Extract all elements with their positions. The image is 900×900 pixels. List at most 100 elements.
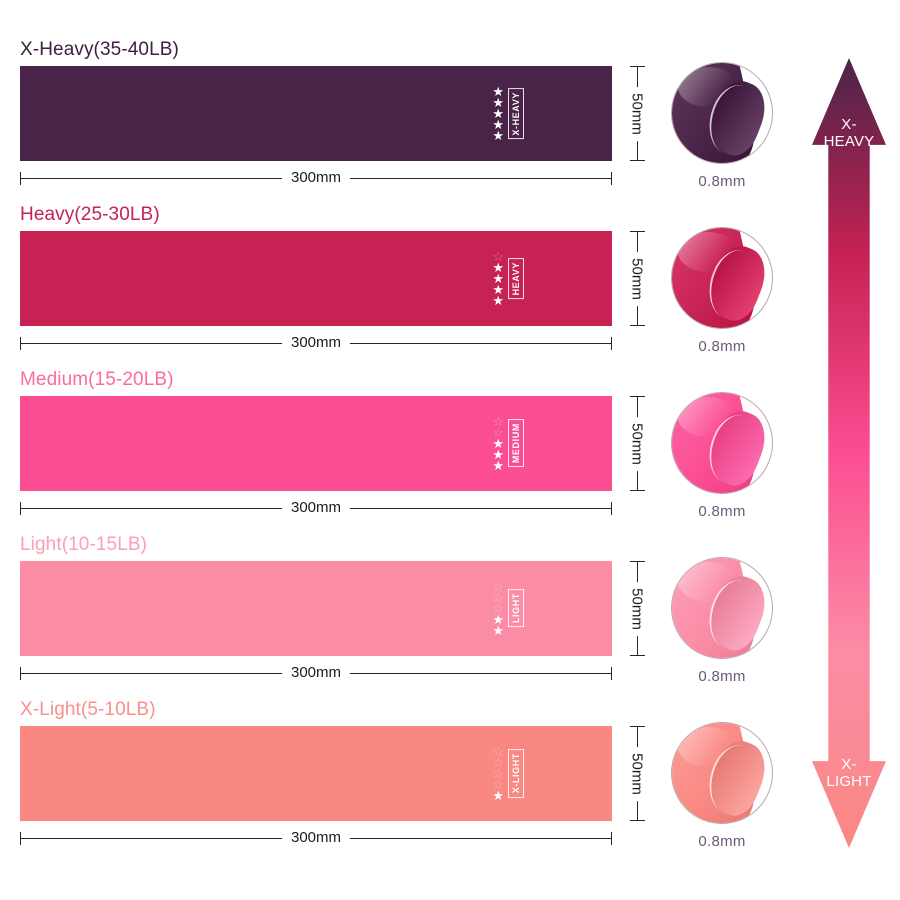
band-thickness-photo bbox=[671, 722, 773, 824]
width-dimension-label: 50mm bbox=[628, 86, 646, 141]
width-dimension: 50mm bbox=[624, 66, 650, 161]
thickness-label: 0.8mm bbox=[698, 173, 746, 190]
band-level-badge-label: MEDIUM bbox=[511, 423, 521, 464]
star-filled-icon: ★ bbox=[492, 612, 504, 628]
length-dimension: 300mm bbox=[20, 828, 612, 848]
band-star-rating: ★ ★ ☆ ☆ ☆ bbox=[492, 578, 504, 639]
dimension-end-cap bbox=[630, 490, 645, 491]
band-star-rating: ★ ★ ★ ★ ★ bbox=[492, 84, 504, 144]
dimension-end-cap bbox=[20, 502, 21, 515]
dimension-end-cap bbox=[20, 172, 21, 185]
dimension-end-cap bbox=[20, 832, 21, 845]
length-dimension-label: 300mm bbox=[281, 333, 351, 353]
band-star-rating: ★ ★ ★ ☆ ☆ bbox=[492, 414, 504, 472]
width-dimension: 50mm bbox=[624, 396, 650, 491]
star-hollow-icon: ☆ bbox=[492, 754, 504, 770]
length-dimension-label: 300mm bbox=[281, 168, 351, 188]
resistance-scale-arrow: X- HEAVY X- LIGHT bbox=[812, 58, 886, 848]
width-dimension-label: 50mm bbox=[628, 416, 646, 471]
star-filled-icon: ★ bbox=[492, 128, 504, 144]
star-filled-icon: ★ bbox=[492, 293, 504, 309]
width-dimension-label: 50mm bbox=[628, 251, 646, 306]
length-dimension: 300mm bbox=[20, 498, 612, 518]
band-level-badge: LIGHT bbox=[508, 589, 524, 628]
dimension-end-cap bbox=[630, 231, 645, 232]
star-hollow-icon: ☆ bbox=[492, 578, 504, 594]
length-dimension: 300mm bbox=[20, 333, 612, 353]
length-dimension-label: 300mm bbox=[281, 828, 351, 848]
band-level-badge: HEAVY bbox=[508, 257, 524, 300]
resistance-band-strip: ★ ★ ★ ★ ★ X-HEAVY bbox=[20, 66, 612, 161]
thickness-callout: 0.8mm bbox=[668, 557, 776, 685]
dimension-end-cap bbox=[630, 820, 645, 821]
star-filled-icon: ★ bbox=[492, 105, 504, 121]
band-thickness-photo bbox=[671, 392, 773, 494]
thickness-label: 0.8mm bbox=[698, 338, 746, 355]
scale-bottom-label-line1: X- bbox=[841, 755, 857, 773]
band-marking: ★ ★ ★ ☆ ☆ MEDIUM bbox=[492, 414, 524, 472]
star-hollow-icon: ☆ bbox=[492, 248, 504, 264]
band-gloss-highlight bbox=[678, 232, 738, 272]
dimension-end-cap bbox=[630, 396, 645, 397]
scale-top-label-line2: HEAVY bbox=[823, 133, 875, 151]
band-thickness-photo bbox=[671, 227, 773, 329]
resistance-band-strip: ★ ★ ☆ ☆ ☆ LIGHT bbox=[20, 561, 612, 656]
band-gloss-highlight bbox=[678, 397, 738, 437]
band-marking: ★ ★ ☆ ☆ ☆ LIGHT bbox=[492, 578, 524, 639]
band-thickness-photo bbox=[671, 557, 773, 659]
band-level-badge-label: LIGHT bbox=[511, 593, 521, 624]
dimension-end-cap bbox=[611, 502, 612, 515]
band-title: X-Light(5-10LB) bbox=[20, 699, 156, 720]
length-dimension: 300mm bbox=[20, 663, 612, 683]
band-level-badge: X-LIGHT bbox=[508, 749, 524, 798]
star-filled-icon: ★ bbox=[492, 282, 504, 298]
width-dimension: 50mm bbox=[624, 561, 650, 656]
length-dimension-label: 300mm bbox=[281, 498, 351, 518]
dimension-end-cap bbox=[20, 667, 21, 680]
band-level-badge-label: X-LIGHT bbox=[511, 753, 521, 794]
thickness-label: 0.8mm bbox=[698, 503, 746, 520]
band-marking: ★ ★ ★ ★ ☆ HEAVY bbox=[492, 248, 524, 309]
star-hollow-icon: ☆ bbox=[492, 600, 504, 616]
resistance-gradient-bar bbox=[812, 58, 886, 848]
band-marking: ★ ★ ★ ★ ★ X-HEAVY bbox=[492, 84, 524, 144]
band-gloss-highlight bbox=[678, 727, 738, 767]
band-star-rating: ★ ☆ ☆ ☆ ☆ bbox=[492, 744, 504, 804]
width-dimension-label: 50mm bbox=[628, 581, 646, 636]
band-thickness-photo bbox=[671, 62, 773, 164]
thickness-label: 0.8mm bbox=[698, 668, 746, 685]
band-marking: ★ ☆ ☆ ☆ ☆ X-LIGHT bbox=[492, 744, 524, 804]
dimension-end-cap bbox=[630, 325, 645, 326]
thickness-callout: 0.8mm bbox=[668, 227, 776, 355]
star-filled-icon: ★ bbox=[492, 435, 504, 451]
band-title: Medium(15-20LB) bbox=[20, 369, 174, 390]
resistance-band-strip: ★ ★ ★ ★ ☆ HEAVY bbox=[20, 231, 612, 326]
star-filled-icon: ★ bbox=[492, 623, 504, 639]
star-hollow-icon: ☆ bbox=[492, 777, 504, 793]
star-filled-icon: ★ bbox=[492, 259, 504, 275]
band-level-badge-label: HEAVY bbox=[511, 261, 521, 296]
scale-bottom-label: X- LIGHT bbox=[812, 756, 886, 790]
thickness-callout: 0.8mm bbox=[668, 62, 776, 190]
star-filled-icon: ★ bbox=[492, 117, 504, 133]
scale-top-label-line1: X- bbox=[841, 116, 857, 133]
dimension-end-cap bbox=[611, 667, 612, 680]
star-filled-icon: ★ bbox=[492, 447, 504, 463]
band-star-rating: ★ ★ ★ ★ ☆ bbox=[492, 248, 504, 309]
width-dimension-label: 50mm bbox=[628, 746, 646, 801]
star-filled-icon: ★ bbox=[492, 788, 504, 804]
dimension-end-cap bbox=[611, 337, 612, 350]
width-dimension: 50mm bbox=[624, 231, 650, 326]
band-level-badge-label: X-HEAVY bbox=[511, 91, 521, 136]
star-hollow-icon: ☆ bbox=[492, 589, 504, 605]
width-dimension: 50mm bbox=[624, 726, 650, 821]
band-title: Heavy(25-30LB) bbox=[20, 204, 160, 225]
band-gloss-highlight bbox=[678, 67, 738, 107]
scale-top-label: X- HEAVY bbox=[812, 116, 886, 150]
star-hollow-icon: ☆ bbox=[492, 424, 504, 440]
thickness-label: 0.8mm bbox=[698, 833, 746, 850]
length-dimension: 300mm bbox=[20, 168, 612, 188]
dimension-end-cap bbox=[20, 337, 21, 350]
star-filled-icon: ★ bbox=[492, 270, 504, 286]
thickness-callout: 0.8mm bbox=[668, 722, 776, 850]
